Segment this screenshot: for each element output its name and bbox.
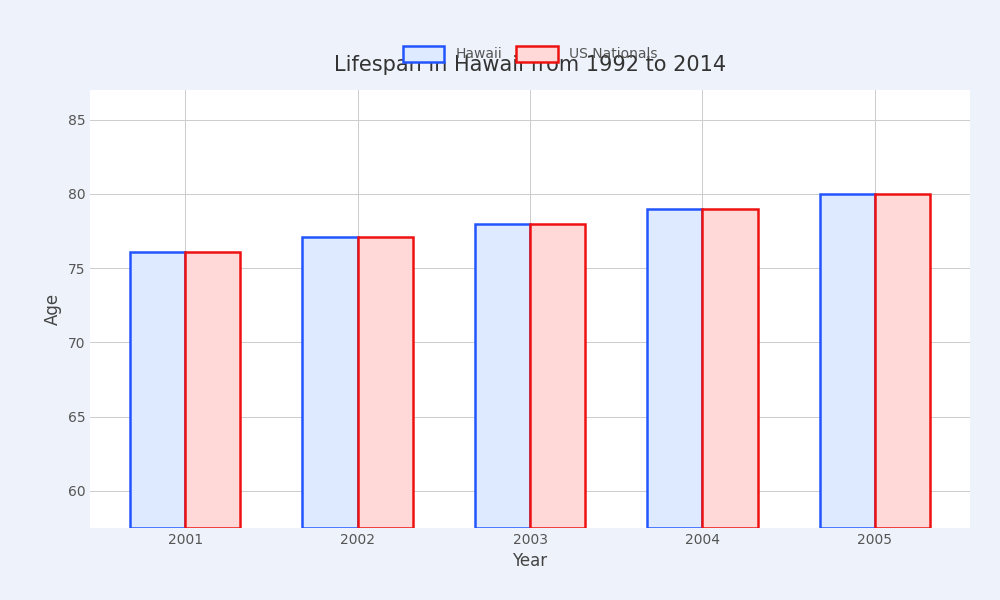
Bar — [185, 252, 240, 528]
Bar — [130, 252, 185, 528]
Bar — [875, 194, 930, 528]
Bar — [530, 224, 585, 528]
Bar — [820, 194, 875, 528]
X-axis label: Year: Year — [512, 553, 548, 571]
Bar — [358, 237, 413, 528]
Y-axis label: Age: Age — [44, 293, 62, 325]
Bar — [702, 209, 758, 528]
Bar — [302, 237, 358, 528]
Bar — [647, 209, 702, 528]
Legend: Hawaii, US Nationals: Hawaii, US Nationals — [397, 40, 663, 67]
Bar — [475, 224, 530, 528]
Title: Lifespan in Hawaii from 1992 to 2014: Lifespan in Hawaii from 1992 to 2014 — [334, 55, 726, 74]
